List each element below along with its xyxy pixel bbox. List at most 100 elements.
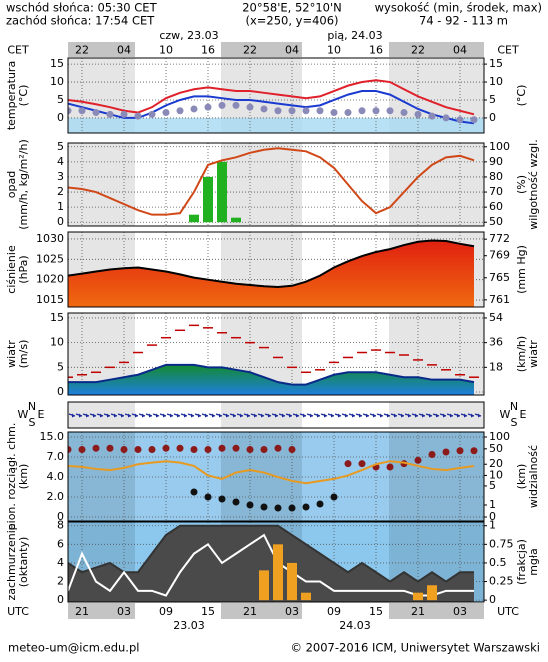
footer-email: meteo-um@icm.edu.pl: [8, 641, 139, 655]
night-band: [68, 143, 135, 226]
y2-tick-label: 0: [489, 510, 496, 523]
wind-arrow-head: [212, 413, 215, 418]
time-zone-label: CET: [497, 44, 519, 57]
time-tick-label: 03: [453, 605, 467, 618]
wind-arrow-head: [177, 413, 180, 418]
y2-tick-label: 10: [489, 75, 503, 88]
panel-frame: [67, 401, 485, 429]
night-band: [68, 432, 135, 521]
wind-arrow-head: [107, 413, 110, 418]
dot: [442, 114, 450, 122]
y2-tick-label: 10: [489, 468, 503, 481]
dot: [134, 112, 142, 120]
dot: [428, 112, 436, 120]
y-tick-label: 8: [57, 519, 64, 532]
date-label: pią, 24.03: [327, 29, 382, 42]
wind-arrow-head: [457, 413, 460, 418]
wind-arrow-head: [324, 413, 327, 418]
y-tick-label: 1025: [36, 252, 64, 265]
y-tick-label: 6: [57, 537, 64, 550]
dot: [204, 103, 212, 111]
y-tick-label: 15: [50, 311, 64, 324]
y2-tick-label: 100: [489, 430, 510, 443]
time-tick-label: 16: [369, 44, 383, 57]
dot: [274, 504, 282, 512]
y-tick-label: 10: [50, 75, 64, 88]
bar: [217, 161, 227, 223]
date-label: czw, 23.03: [159, 29, 218, 42]
wind-arrow-head: [254, 413, 257, 418]
time-tick-label: 10: [159, 44, 173, 57]
y-axis-label: (°C): [17, 85, 30, 107]
wind-arrow-head: [464, 413, 467, 418]
series-line: [68, 524, 474, 583]
dot: [288, 107, 296, 115]
panel-frame: [67, 57, 485, 134]
wind-arrow-head: [401, 413, 404, 418]
panel-frame: [67, 142, 485, 227]
night-band: [221, 603, 302, 619]
y2-axis-label: (km/h): [515, 336, 528, 372]
y2-axis-label: widzialność: [527, 445, 540, 508]
time-tick-label: 21: [243, 605, 257, 618]
wind-arrow-head: [100, 413, 103, 418]
y-tick-label: 3: [57, 170, 64, 183]
panel-frame: [67, 521, 485, 603]
dot: [428, 451, 436, 458]
y-axis-label: (km): [17, 464, 30, 490]
wind-arrow-head: [429, 413, 432, 418]
bar: [231, 217, 241, 223]
series-line: [68, 533, 474, 597]
wind-arrow-head: [205, 413, 208, 418]
y-tick-label: 1030: [36, 232, 64, 245]
time-tick-label: 09: [327, 605, 341, 618]
y-axis-label: ciśnienie: [5, 245, 18, 294]
wind-arrow-head: [79, 413, 82, 418]
wind-arrow-head: [128, 413, 131, 418]
dot: [442, 448, 450, 456]
altitude-title: wysokość (min, środek, max): [375, 1, 542, 15]
dot: [176, 107, 184, 115]
panel-frame: [67, 312, 485, 396]
wind-arrow-head: [310, 413, 313, 418]
wind-arrow-head: [338, 413, 341, 418]
time-tick-label: 04: [117, 44, 131, 57]
bar: [259, 570, 269, 601]
y-tick-label: 0: [57, 593, 64, 606]
series-line: [68, 239, 475, 289]
wind-arrow-head: [142, 413, 145, 418]
dot: [92, 109, 100, 117]
panel: [68, 432, 484, 521]
y-tick-label: 4.0: [47, 470, 65, 483]
panel: [68, 58, 484, 133]
compass-w: W: [500, 408, 511, 421]
y-tick-label: 10: [50, 336, 64, 349]
dot: [218, 101, 226, 109]
dot: [148, 446, 156, 453]
wind-arrow-head: [121, 413, 124, 418]
dot: [190, 105, 198, 113]
y2-tick-label: 20: [489, 457, 503, 470]
panel: [68, 143, 484, 226]
dot: [232, 101, 240, 109]
y2-tick-label: 80: [489, 170, 503, 183]
series-line: [68, 79, 475, 116]
wind-arrow-head: [289, 413, 292, 418]
time-tick-label: 21: [75, 605, 89, 618]
y-tick-label: 7.0: [47, 450, 65, 463]
wind-arrow-head: [443, 413, 446, 418]
y2-tick-label: 15: [489, 57, 503, 70]
dot: [218, 444, 226, 452]
wind-arrow-head: [345, 413, 348, 418]
dot: [260, 446, 268, 453]
y-axis-label: (m/s): [17, 340, 30, 369]
dot: [246, 446, 254, 453]
compass-e: E: [520, 408, 527, 421]
y2-tick-label: 54: [489, 311, 503, 324]
y2-tick-label: 0.25: [489, 575, 514, 588]
dot: [344, 109, 352, 117]
dot: [106, 110, 114, 118]
dot: [274, 444, 282, 452]
